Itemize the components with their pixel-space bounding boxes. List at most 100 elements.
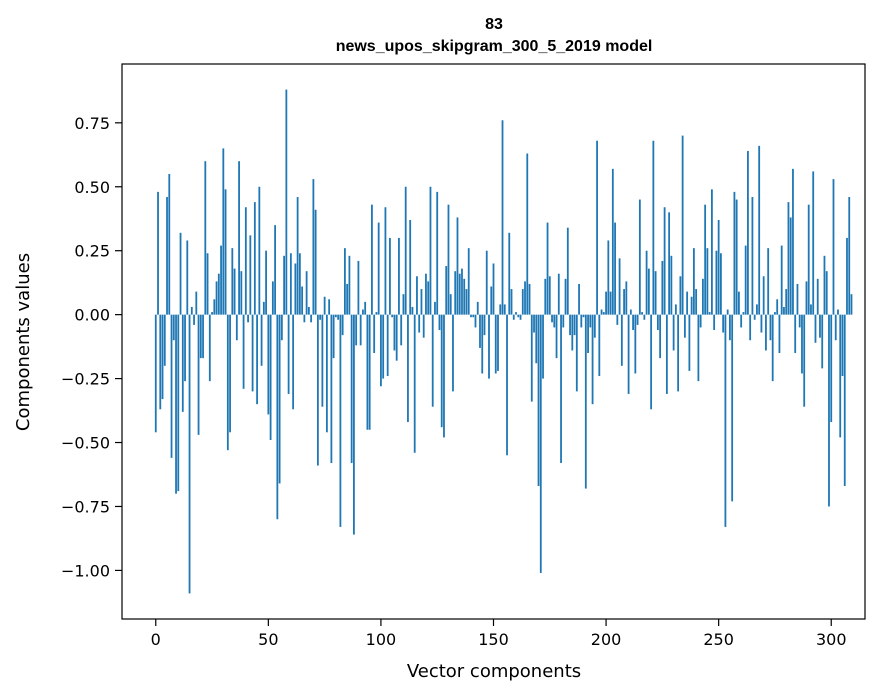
bar xyxy=(438,314,441,330)
y-tick-label: 0.75 xyxy=(74,114,110,133)
bar xyxy=(298,253,301,315)
bar xyxy=(325,314,328,433)
bar xyxy=(479,314,481,348)
bar xyxy=(767,248,770,315)
bar xyxy=(665,314,668,394)
bar xyxy=(251,314,254,392)
bar xyxy=(470,314,472,318)
bar xyxy=(706,248,709,315)
bar xyxy=(267,314,270,415)
bar xyxy=(456,217,459,315)
bar xyxy=(724,314,727,527)
bar xyxy=(607,240,610,315)
bar xyxy=(235,314,238,341)
bar xyxy=(278,314,281,484)
bar xyxy=(632,314,634,330)
bar xyxy=(332,314,335,359)
bar xyxy=(348,255,351,315)
bar xyxy=(256,314,258,405)
bar xyxy=(846,237,848,315)
bar xyxy=(440,314,443,428)
bar xyxy=(670,255,673,315)
bar xyxy=(157,191,159,315)
bar xyxy=(199,314,202,359)
bar xyxy=(287,314,290,394)
bar xyxy=(242,314,245,389)
bar xyxy=(760,314,763,333)
bar xyxy=(177,314,180,492)
bar xyxy=(834,314,837,341)
bar xyxy=(503,304,506,315)
x-tick-label: 250 xyxy=(703,630,734,649)
bar xyxy=(190,306,193,315)
bar xyxy=(371,204,373,315)
bar xyxy=(490,286,493,315)
bar xyxy=(810,304,812,315)
bar xyxy=(825,271,828,315)
bar xyxy=(368,314,371,430)
bar xyxy=(244,207,247,315)
bar xyxy=(701,278,704,315)
bar xyxy=(249,235,252,315)
bar xyxy=(837,309,839,315)
bar xyxy=(170,314,173,458)
bar xyxy=(672,314,675,351)
bar xyxy=(409,220,412,315)
bar xyxy=(359,314,362,346)
bar xyxy=(346,283,349,315)
bar xyxy=(224,189,227,315)
bar xyxy=(605,291,607,315)
bar xyxy=(553,314,556,328)
y-tick-label: 0.25 xyxy=(74,242,110,261)
bar xyxy=(519,314,522,320)
bar xyxy=(787,202,790,315)
bar xyxy=(742,312,745,315)
bar xyxy=(638,199,641,315)
bar xyxy=(271,281,274,315)
bar xyxy=(447,204,450,315)
bar xyxy=(233,268,236,315)
bar xyxy=(154,314,157,433)
bar xyxy=(213,299,216,315)
bar xyxy=(429,186,432,315)
bar xyxy=(643,314,646,320)
bar xyxy=(720,253,722,315)
bar xyxy=(697,314,700,382)
bar xyxy=(497,314,499,371)
bar xyxy=(206,253,209,315)
bar xyxy=(535,314,538,364)
bar xyxy=(481,314,484,374)
bar xyxy=(400,314,403,346)
y-tick-label: −0.50 xyxy=(61,434,110,453)
bar xyxy=(413,314,416,453)
bar xyxy=(238,161,240,315)
bar xyxy=(452,314,454,392)
bar xyxy=(310,314,313,323)
bar xyxy=(526,153,529,315)
bar xyxy=(551,314,553,323)
bar xyxy=(461,268,463,315)
bar xyxy=(467,248,470,315)
bar xyxy=(801,314,803,374)
bar xyxy=(569,314,571,336)
bar xyxy=(211,312,213,315)
bar xyxy=(609,291,612,315)
x-axis-ticks: 0 50 100 150 200 250 300 xyxy=(151,619,847,649)
bar xyxy=(195,291,198,315)
bar xyxy=(305,271,308,315)
bar xyxy=(179,232,182,315)
bar xyxy=(564,278,567,315)
bar xyxy=(337,314,340,320)
bar xyxy=(258,186,261,315)
bar xyxy=(537,314,540,487)
bar xyxy=(796,283,799,315)
bar xyxy=(226,314,229,451)
bar xyxy=(292,314,295,410)
bar xyxy=(591,314,594,405)
bar xyxy=(692,248,695,315)
bar xyxy=(269,314,272,440)
bar xyxy=(587,314,589,354)
bar xyxy=(330,314,333,463)
x-tick-label: 50 xyxy=(258,630,278,649)
bar xyxy=(283,255,286,315)
